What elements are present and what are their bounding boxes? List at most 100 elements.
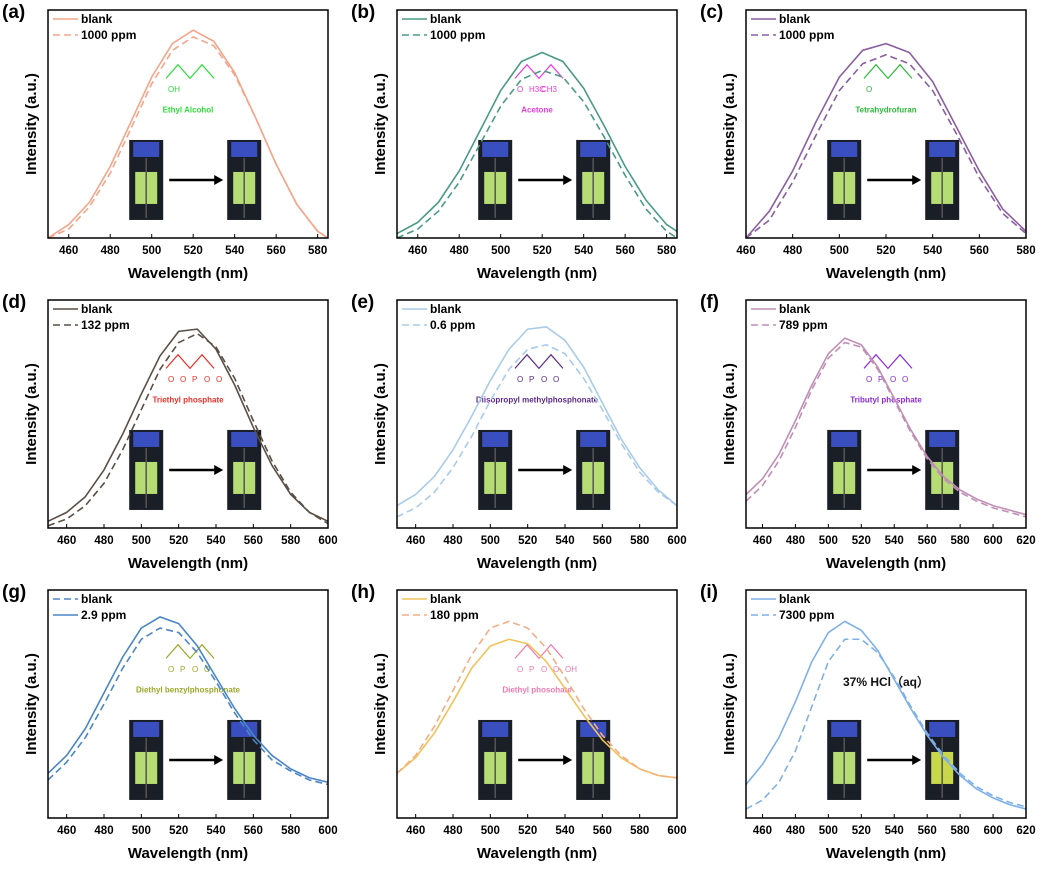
atom-label: O bbox=[541, 375, 547, 384]
plot-frame bbox=[396, 9, 678, 239]
vial-cap bbox=[133, 431, 160, 447]
x-tick-label: 540 bbox=[885, 825, 904, 837]
x-tick-label: 520 bbox=[533, 245, 552, 257]
x-tick-label: 560 bbox=[970, 245, 989, 257]
atom-label: P bbox=[192, 375, 197, 384]
x-tick-label: 540 bbox=[574, 245, 593, 257]
x-tick-label: 500 bbox=[819, 535, 838, 547]
x-tick-label: 560 bbox=[593, 825, 612, 837]
molecule-bonds bbox=[165, 643, 215, 660]
panel-a: (a) OH Ethyl Alcohol blank 1000 ppm 460 480 500… bbox=[2, 2, 329, 282]
legend-label: 7300 ppm bbox=[779, 608, 834, 622]
arrow-head bbox=[912, 174, 922, 185]
atom-label: O bbox=[902, 375, 908, 384]
y-axis-label: Intensity (a.u.) bbox=[23, 653, 40, 755]
compound-label: Triethyl phosphate bbox=[152, 396, 224, 405]
x-tick-label: 540 bbox=[225, 245, 244, 257]
compound-label: Diethyl benzylphosphonate bbox=[136, 686, 241, 695]
arrow-head bbox=[214, 174, 224, 185]
series-line-blank bbox=[47, 29, 329, 239]
legend-label: 1000 ppm bbox=[81, 28, 136, 42]
compound-label: Acetone bbox=[521, 106, 553, 115]
x-tick-label: 460 bbox=[753, 535, 772, 547]
atom-label: P bbox=[878, 375, 883, 384]
series-line-blank bbox=[745, 620, 1027, 810]
x-tick-label: 600 bbox=[318, 825, 337, 837]
x-axis-label: Wavelength (nm) bbox=[128, 845, 248, 862]
y-axis-label: Intensity (a.u.) bbox=[372, 363, 389, 465]
atom-label: OH bbox=[565, 665, 577, 674]
x-tick-label: 560 bbox=[267, 245, 286, 257]
series-line-180-ppm bbox=[396, 620, 678, 779]
legend-label: blank bbox=[779, 302, 811, 316]
y-axis-label: Intensity (a.u.) bbox=[23, 363, 40, 465]
x-tick-label: 480 bbox=[101, 245, 120, 257]
vial-cap bbox=[482, 721, 509, 737]
x-tick-label: 560 bbox=[244, 535, 263, 547]
atom-label: CH3 bbox=[541, 85, 558, 94]
vial-photo-after bbox=[576, 139, 611, 220]
panel-label: (c) bbox=[700, 2, 723, 23]
legend-label: blank bbox=[779, 592, 811, 606]
molecule-structure bbox=[514, 353, 564, 370]
vial-cap bbox=[482, 141, 509, 157]
x-tick-label: 580 bbox=[630, 535, 649, 547]
x-tick-label: 520 bbox=[518, 535, 537, 547]
x-tick-label: 500 bbox=[491, 245, 510, 257]
x-tick-label: 560 bbox=[244, 825, 263, 837]
x-tick-label: 460 bbox=[753, 825, 772, 837]
y-axis-label: Intensity (a.u.) bbox=[372, 653, 389, 755]
arrow-head bbox=[214, 754, 224, 765]
vial-photo-before bbox=[129, 719, 164, 800]
vial-cap bbox=[231, 431, 258, 447]
x-tick-label: 560 bbox=[918, 825, 937, 837]
x-tick-label: 480 bbox=[786, 535, 805, 547]
atom-label: O bbox=[517, 375, 523, 384]
atom-label: OH bbox=[168, 85, 180, 94]
molecule-structure bbox=[514, 63, 564, 80]
x-axis-label: Wavelength (nm) bbox=[477, 845, 597, 862]
atom-label: O bbox=[866, 85, 872, 94]
plot-frame bbox=[745, 299, 1027, 529]
plot-frame bbox=[47, 589, 329, 819]
x-tick-label: 500 bbox=[132, 535, 151, 547]
molecule-bonds bbox=[514, 643, 564, 660]
atom-label: O bbox=[541, 665, 547, 674]
series-line-132-ppm bbox=[47, 332, 329, 527]
legend-label: 1000 ppm bbox=[430, 28, 485, 42]
x-tick-label: 600 bbox=[318, 535, 337, 547]
vial-photo-before bbox=[827, 719, 862, 800]
panel-label: (a) bbox=[2, 2, 25, 23]
legend-label: blank bbox=[430, 592, 462, 606]
compound-label: Ethyl Alcohol bbox=[163, 106, 214, 115]
panel-label: (h) bbox=[351, 582, 375, 603]
atom-label: P bbox=[180, 665, 185, 674]
legend-label: blank bbox=[779, 12, 811, 26]
x-tick-label: 460 bbox=[408, 245, 427, 257]
panel-label: (b) bbox=[351, 2, 375, 23]
x-tick-label: 460 bbox=[57, 825, 76, 837]
arrow-head bbox=[563, 464, 573, 475]
plot-frame bbox=[396, 589, 678, 819]
atom-label: O bbox=[216, 375, 222, 384]
x-axis-label: Wavelength (nm) bbox=[477, 555, 597, 572]
x-tick-label: 500 bbox=[142, 245, 161, 257]
arrow-head bbox=[563, 174, 573, 185]
x-tick-label: 520 bbox=[518, 825, 537, 837]
x-tick-label: 600 bbox=[983, 535, 1002, 547]
vial-cap bbox=[929, 431, 956, 447]
x-tick-label: 540 bbox=[555, 825, 574, 837]
vial-photo-before bbox=[129, 139, 164, 220]
vial-cap bbox=[831, 721, 858, 737]
legend-label: 0.6 ppm bbox=[430, 318, 475, 332]
x-tick-label: 580 bbox=[1016, 245, 1035, 257]
legend-label: 789 ppm bbox=[779, 318, 828, 332]
vial-photo-after bbox=[227, 429, 262, 510]
atom-label: O bbox=[517, 85, 523, 94]
series-line-blank bbox=[745, 42, 1027, 239]
series-line-blank bbox=[47, 328, 329, 523]
x-tick-label: 540 bbox=[923, 245, 942, 257]
